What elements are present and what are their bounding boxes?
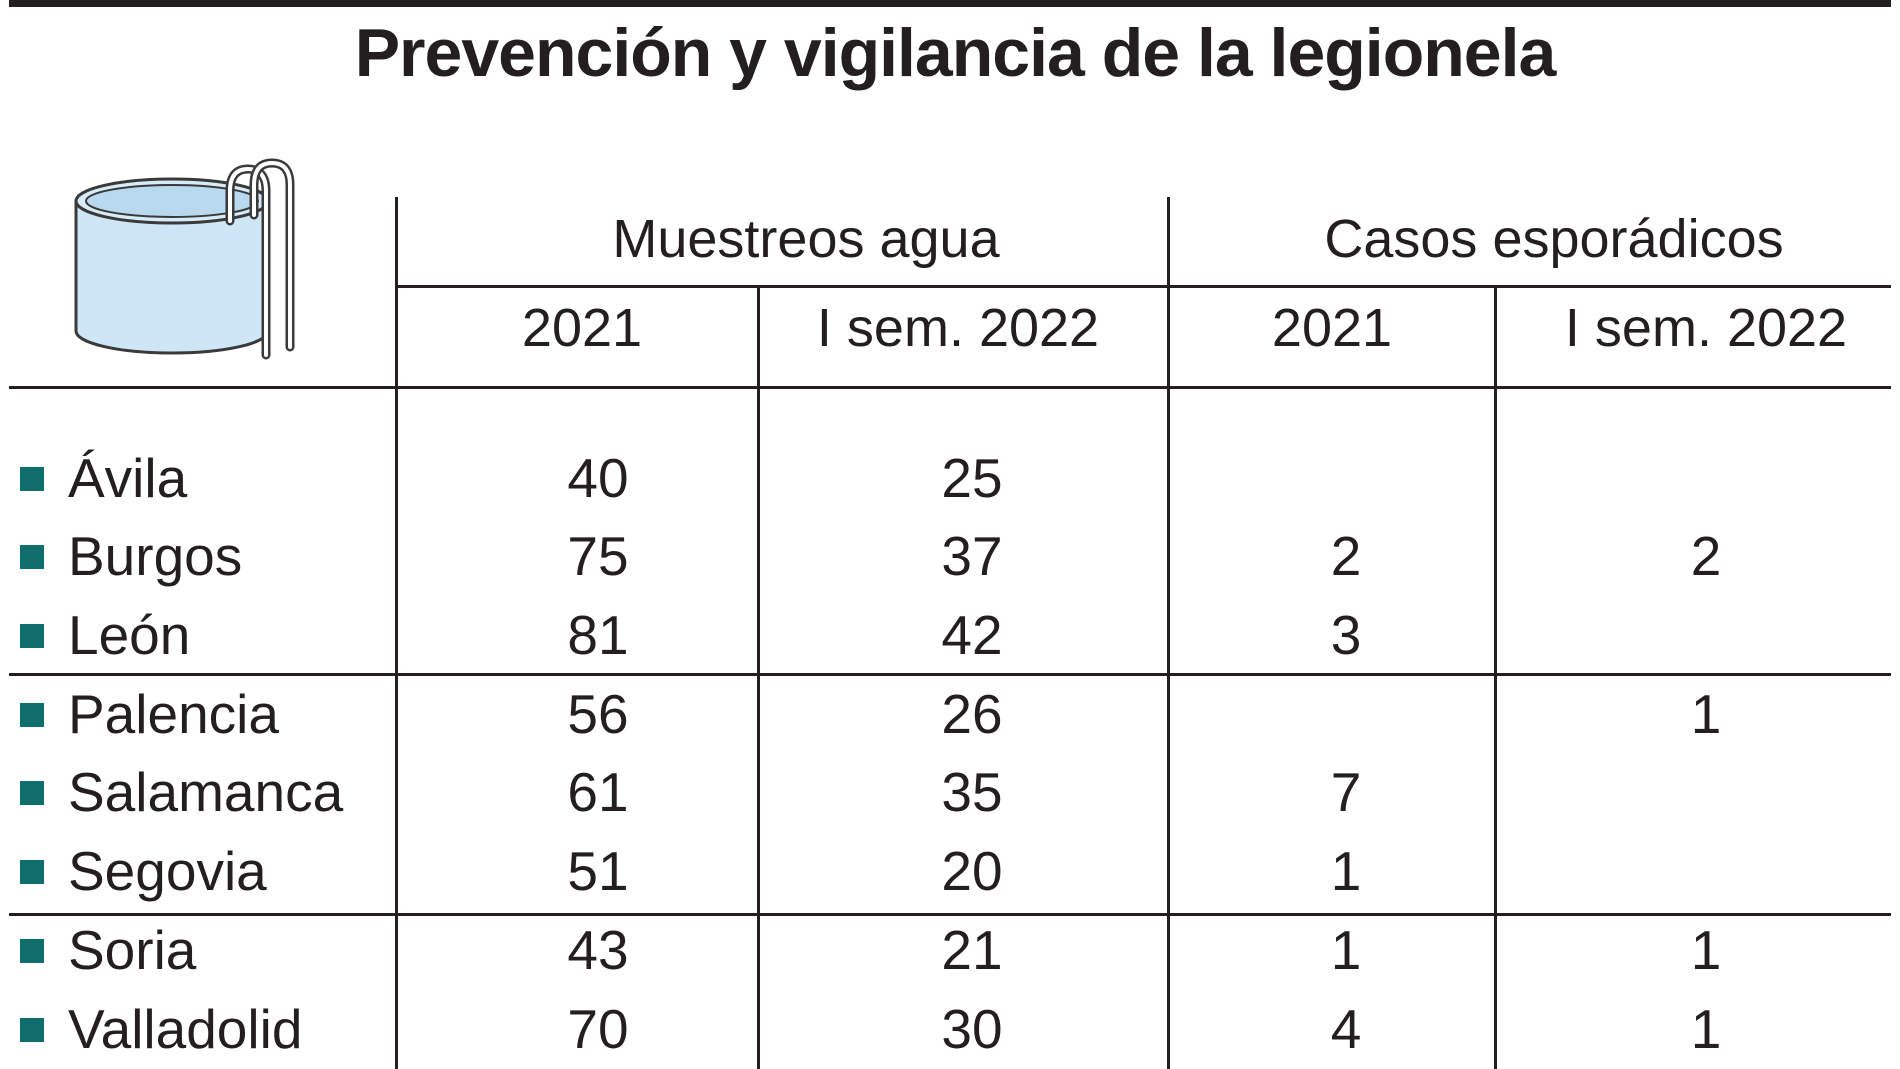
header-casos: Casos esporádicos [1324,209,1784,269]
subheader-muestreos-2022: I sem. 2022 [816,298,1100,358]
cell-muestreos-2022: 25 [941,447,1003,509]
cell-muestreos-2022: 42 [941,604,1003,666]
table-top-rule [9,386,1891,389]
bullet-square-icon [20,545,44,569]
cell-muestreos-2022: 20 [941,840,1003,902]
table-row: Burgos 75 37 2 2 [0,517,1900,596]
header-rule [395,285,1891,288]
divider-v2 [757,287,760,1069]
divider-v4 [1494,287,1497,1069]
cell-muestreos-2021: 56 [567,683,629,745]
cell-muestreos-2022: 35 [941,761,1003,823]
province-label: Ávila [68,447,188,509]
table-row: Valladolid 70 30 4 1 [0,990,1900,1069]
cell-casos-2021: 4 [1330,998,1362,1060]
table-row: Ávila 40 25 [0,439,1900,518]
province-label: Burgos [68,525,243,587]
subheader-casos-2021: 2021 [1271,298,1393,358]
pool-icon [74,158,295,360]
cell-casos-2021: 1 [1330,840,1362,902]
bullet-square-icon [20,624,44,648]
header-muestreos: Muestreos agua [612,209,1000,269]
divider-v1 [395,197,398,1069]
province-label: Segovia [68,840,267,902]
cell-casos-2021: 7 [1330,761,1362,823]
group-rule-2 [9,913,1891,916]
province-label: León [68,604,191,666]
province-label: Valladolid [68,998,303,1060]
divider-v3 [1167,197,1170,1069]
bullet-square-icon [20,781,44,805]
subheader-casos-2022: I sem. 2022 [1564,298,1848,358]
province-label: Salamanca [68,761,344,823]
subheader-muestreos-2021: 2021 [521,298,643,358]
bullet-square-icon [20,860,44,884]
cell-casos-2021: 1 [1330,919,1362,981]
cell-muestreos-2022: 26 [941,683,1003,745]
group-rule-1 [9,673,1891,676]
province-label: Soria [68,919,197,981]
chart-title: Prevención y vigilancia de la legionela [354,15,1557,91]
cell-muestreos-2021: 51 [567,840,629,902]
bullet-square-icon [20,1018,44,1042]
top-rule [9,0,1891,7]
cell-casos-2022: 1 [1690,683,1722,745]
cell-muestreos-2022: 21 [941,919,1003,981]
bullet-square-icon [20,939,44,963]
cell-muestreos-2021: 43 [567,919,629,981]
cell-muestreos-2021: 81 [567,604,629,666]
province-label: Palencia [68,683,279,745]
table-row: Segovia 51 20 1 [0,832,1900,911]
table-row: Salamanca 61 35 7 [0,753,1900,832]
cell-muestreos-2022: 30 [941,998,1003,1060]
cell-casos-2021: 3 [1330,604,1362,666]
table-row: Soria 43 21 1 1 [0,911,1900,990]
bullet-square-icon [20,703,44,727]
bullet-square-icon [20,467,44,491]
cell-muestreos-2021: 75 [567,525,629,587]
cell-casos-2022: 1 [1690,919,1722,981]
cell-muestreos-2022: 37 [941,525,1003,587]
cell-casos-2021: 2 [1330,525,1362,587]
cell-casos-2022: 2 [1690,525,1722,587]
cell-muestreos-2021: 61 [567,761,629,823]
cell-muestreos-2021: 40 [567,447,629,509]
cell-casos-2022: 1 [1690,998,1722,1060]
cell-muestreos-2021: 70 [567,998,629,1060]
table-row: Palencia 56 26 1 [0,675,1900,754]
table-row: León 81 42 3 [0,596,1900,675]
